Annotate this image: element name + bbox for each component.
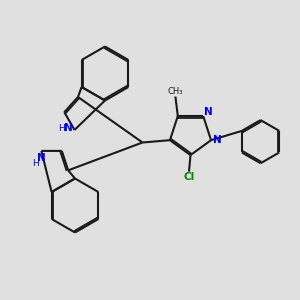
- Text: H: H: [58, 124, 65, 133]
- Text: N: N: [204, 107, 213, 117]
- Text: H: H: [33, 159, 39, 168]
- Text: N: N: [37, 152, 46, 163]
- Text: N: N: [213, 135, 221, 145]
- Text: N: N: [64, 123, 72, 134]
- Text: Cl: Cl: [184, 172, 195, 182]
- Text: CH₃: CH₃: [168, 87, 183, 96]
